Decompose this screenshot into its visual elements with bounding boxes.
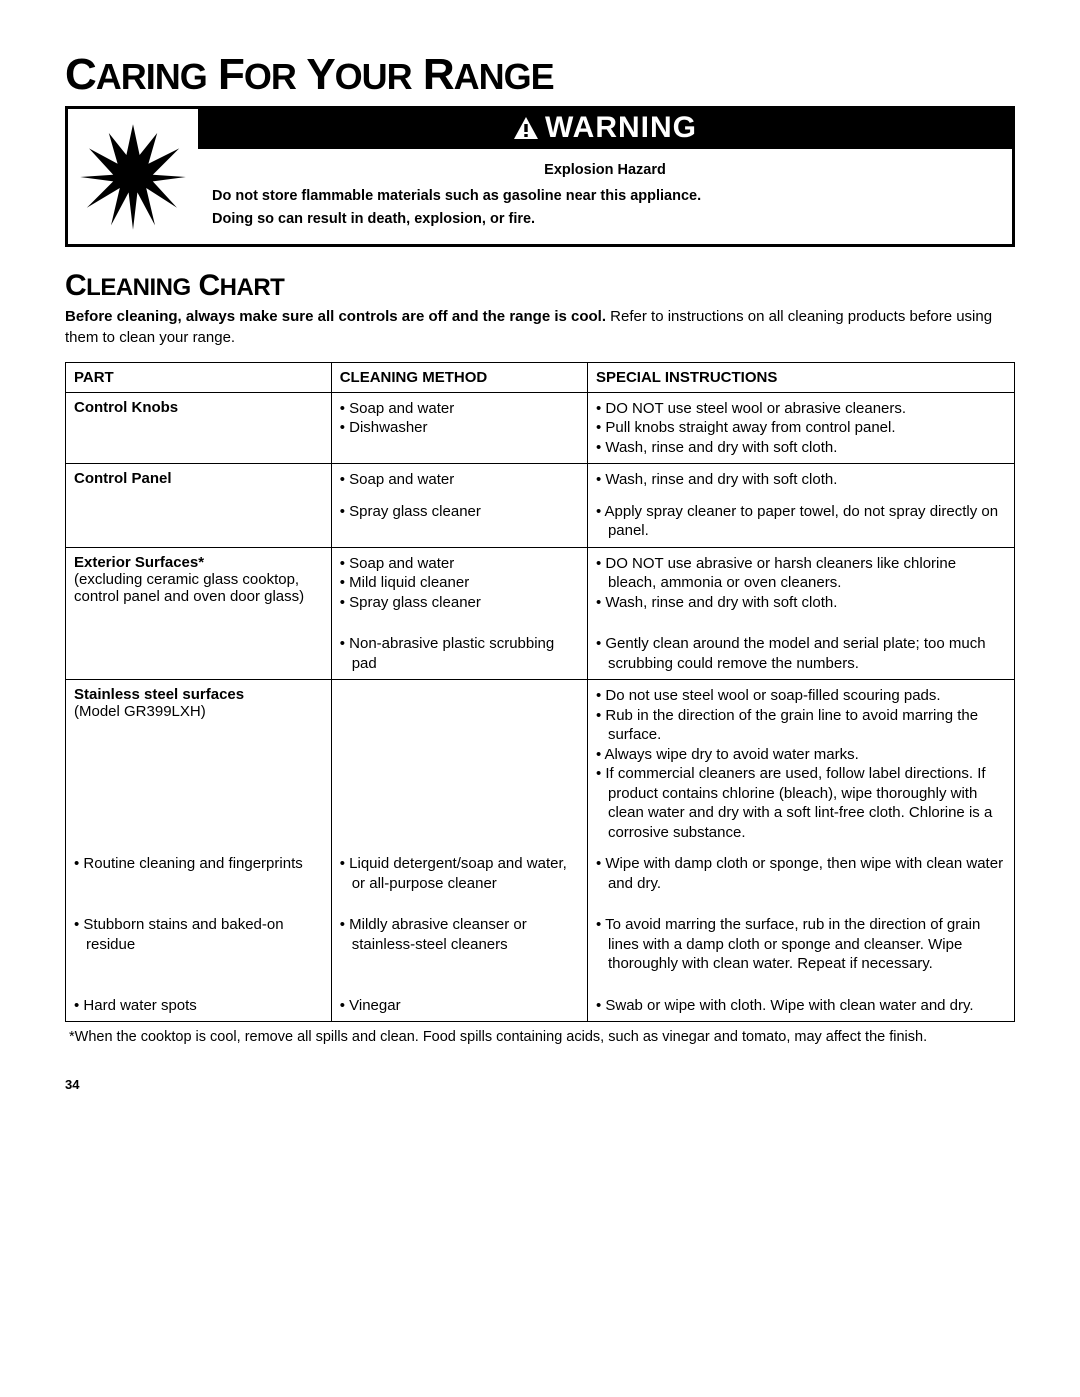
list-item: Dishwasher: [340, 418, 579, 438]
warning-line1: Do not store flammable materials such as…: [212, 185, 998, 207]
special-instructions: DO NOT use steel wool or abrasive cleane…: [596, 399, 1006, 458]
cleaning-method: Non-abrasive plastic scrubbing pad: [340, 634, 579, 673]
part-exterior-note: (excluding ceramic glass cooktop, contro…: [74, 571, 304, 605]
alert-icon: [513, 116, 539, 140]
list-item: Liquid detergent/soap and water, or all-…: [340, 854, 579, 893]
part-stubborn-stains: Stubborn stains and baked-on residue: [74, 915, 323, 954]
list-item: If commercial cleaners are used, follow …: [596, 764, 1006, 842]
list-item: Mild liquid cleaner: [340, 573, 579, 593]
list-item: To avoid marring the surface, rub in the…: [596, 915, 1006, 974]
cleaning-method: Mildly abrasive cleanser or stainless-st…: [340, 915, 579, 954]
warning-body: Explosion Hazard Do not store flammable …: [198, 149, 1012, 244]
table-row: Control Knobs Soap and waterDishwasher D…: [66, 392, 1015, 464]
cleaning-method: Soap and waterMild liquid cleanerSpray g…: [340, 554, 579, 613]
list-item: Gently clean around the model and serial…: [596, 634, 1006, 673]
section-title: CLEANING CHART: [65, 269, 1015, 303]
table-row: Stainless steel surfaces (Model GR399LXH…: [66, 680, 1015, 849]
header-part: PART: [66, 362, 332, 392]
special-instructions: DO NOT use abrasive or harsh cleaners li…: [596, 554, 1006, 613]
list-item: Pull knobs straight away from control pa…: [596, 418, 1006, 438]
cleaning-method: Liquid detergent/soap and water, or all-…: [340, 854, 579, 893]
list-item: Spray glass cleaner: [340, 502, 579, 522]
table-row: Hard water spots Vinegar Swab or wipe wi…: [66, 980, 1015, 1022]
list-item: Wipe with damp cloth or sponge, then wip…: [596, 854, 1006, 893]
list-item: Apply spray cleaner to paper towel, do n…: [596, 502, 1006, 541]
list-item: Wash, rinse and dry with soft cloth.: [596, 593, 1006, 613]
page-title: CARING FOR YOUR RANGE: [65, 50, 1015, 100]
cleaning-method: Vinegar: [340, 996, 579, 1016]
list-item: Do not use steel wool or soap-filled sco…: [596, 686, 1006, 706]
special-instructions: Do not use steel wool or soap-filled sco…: [596, 686, 1006, 842]
table-row: Control Panel Soap and water Wash, rinse…: [66, 464, 1015, 496]
part-stainless-steel: Stainless steel surfaces: [74, 686, 244, 703]
special-instructions: Apply spray cleaner to paper towel, do n…: [596, 502, 1006, 541]
cleaning-chart-table: PART CLEANING METHOD SPECIAL INSTRUCTION…: [65, 362, 1015, 1023]
intro-text: Before cleaning, always make sure all co…: [65, 307, 1015, 348]
warning-label: WARNING: [545, 111, 697, 145]
table-row: Exterior Surfaces* (excluding ceramic gl…: [66, 547, 1015, 618]
part-exterior-surfaces: Exterior Surfaces*: [74, 554, 204, 571]
list-item: Rub in the direction of the grain line t…: [596, 706, 1006, 745]
part-control-knobs: Control Knobs: [74, 399, 178, 416]
table-row: Routine cleaning and fingerprints Liquid…: [66, 848, 1015, 899]
special-instructions: Gently clean around the model and serial…: [596, 634, 1006, 673]
header-instructions: SPECIAL INSTRUCTIONS: [587, 362, 1014, 392]
list-item: Mildly abrasive cleanser or stainless-st…: [340, 915, 579, 954]
list-item: Wash, rinse and dry with soft cloth.: [596, 438, 1006, 458]
list-item: Wash, rinse and dry with soft cloth.: [596, 470, 1006, 490]
warning-banner: WARNING: [198, 109, 1012, 149]
list-item: DO NOT use steel wool or abrasive cleane…: [596, 399, 1006, 419]
table-row: Non-abrasive plastic scrubbing pad Gentl…: [66, 618, 1015, 680]
special-instructions: Wipe with damp cloth or sponge, then wip…: [596, 854, 1006, 893]
list-item: Always wipe dry to avoid water marks.: [596, 745, 1006, 765]
list-item: DO NOT use abrasive or harsh cleaners li…: [596, 554, 1006, 593]
page-number: 34: [65, 1077, 1015, 1092]
warning-hazard: Explosion Hazard: [212, 159, 998, 181]
special-instructions: Wash, rinse and dry with soft cloth.: [596, 470, 1006, 490]
part-routine-cleaning: Routine cleaning and fingerprints: [74, 854, 323, 874]
table-row: Stubborn stains and baked-on residue Mil…: [66, 899, 1015, 980]
special-instructions: To avoid marring the surface, rub in the…: [596, 915, 1006, 974]
list-item: Vinegar: [340, 996, 579, 1016]
special-instructions: Swab or wipe with cloth. Wipe with clean…: [596, 996, 1006, 1016]
part-stainless-model: (Model GR399LXH): [74, 703, 206, 720]
warning-line2: Doing so can result in death, explosion,…: [212, 208, 998, 230]
explosion-icon: [68, 109, 198, 244]
part-hard-water: Hard water spots: [74, 996, 323, 1016]
list-item: Soap and water: [340, 554, 579, 574]
table-header-row: PART CLEANING METHOD SPECIAL INSTRUCTION…: [66, 362, 1015, 392]
cleaning-method: Soap and water: [340, 470, 579, 490]
cleaning-method: Soap and waterDishwasher: [340, 399, 579, 438]
footnote: *When the cooktop is cool, remove all sp…: [65, 1028, 1015, 1047]
list-item: Swab or wipe with cloth. Wipe with clean…: [596, 996, 1006, 1016]
list-item: Non-abrasive plastic scrubbing pad: [340, 634, 579, 673]
cleaning-method: Spray glass cleaner: [340, 502, 579, 522]
warning-box: WARNING Explosion Hazard Do not store fl…: [65, 106, 1015, 247]
list-item: Soap and water: [340, 399, 579, 419]
part-control-panel: Control Panel: [74, 470, 172, 487]
table-row: Spray glass cleaner Apply spray cleaner …: [66, 496, 1015, 548]
header-method: CLEANING METHOD: [331, 362, 587, 392]
list-item: Spray glass cleaner: [340, 593, 579, 613]
list-item: Soap and water: [340, 470, 579, 490]
